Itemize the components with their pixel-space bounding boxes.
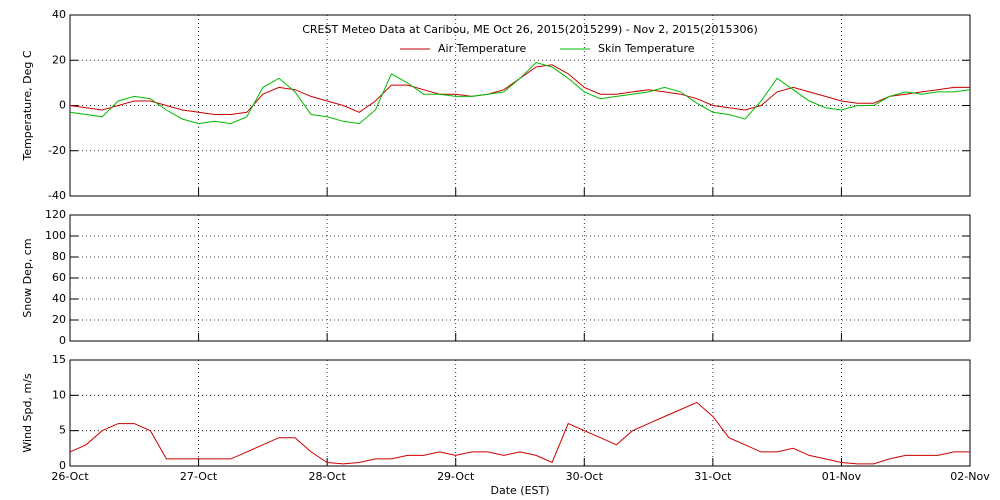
y-tick-label: 5 — [59, 424, 66, 437]
y-tick-label: -20 — [48, 144, 66, 157]
y-tick-label: 0 — [59, 99, 66, 112]
chart-title: CREST Meteo Data at Caribou, ME Oct 26, … — [302, 23, 758, 36]
x-tick-label: 30-Oct — [566, 470, 604, 483]
x-tick-label: 02-Nov — [950, 470, 990, 483]
y-tick-label: 100 — [45, 229, 66, 242]
y-tick-label: 0 — [59, 459, 66, 472]
data-line — [69, 401, 970, 465]
x-tick-label: 29-Oct — [437, 470, 475, 483]
y-tick-label: 20 — [52, 53, 66, 66]
data-line — [69, 61, 971, 125]
y-tick-label: 10 — [52, 388, 66, 401]
y-axis-label: Temperature, Deg C — [21, 50, 34, 161]
x-tick-label: 31-Oct — [694, 470, 732, 483]
y-axis-label: Wind Spd, m/s — [21, 373, 34, 453]
x-tick-label: 28-Oct — [308, 470, 346, 483]
y-tick-label: -40 — [48, 189, 66, 202]
y-tick-label: 120 — [45, 208, 66, 221]
x-tick-label: 27-Oct — [180, 470, 218, 483]
data-line — [69, 64, 970, 115]
y-tick-label: 80 — [52, 250, 66, 263]
y-tick-label: 15 — [52, 353, 66, 366]
legend-label: Skin Temperature — [598, 42, 695, 55]
legend-label: Air Temperature — [438, 42, 527, 55]
y-axis-label: Snow Dep, cm — [21, 238, 34, 317]
y-tick-label: 40 — [52, 8, 66, 21]
y-tick-label: 60 — [52, 271, 66, 284]
x-axis-label: Date (EST) — [490, 484, 549, 497]
plot-frame — [69, 359, 971, 467]
x-tick-label: 01-Nov — [822, 470, 862, 483]
x-tick-label: 26-Oct — [51, 470, 89, 483]
y-tick-label: 0 — [59, 334, 66, 347]
y-tick-label: 20 — [52, 313, 66, 326]
y-tick-label: 40 — [52, 292, 66, 305]
